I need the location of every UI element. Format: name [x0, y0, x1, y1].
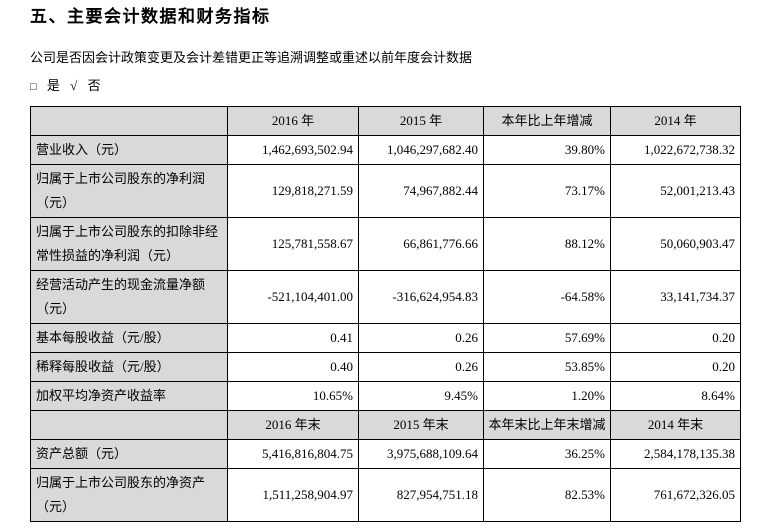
value-change: 82.53%	[483, 468, 611, 522]
value-2014: 761,672,326.05	[610, 468, 741, 522]
value-2014: 8.64%	[610, 381, 741, 411]
row-label: 归属于上市公司股东的净利润（元）	[30, 164, 228, 218]
table-row-operating-cash-flow: 经营活动产生的现金流量净额（元） -521,104,401.00 -316,62…	[30, 270, 741, 324]
header-year-2016: 2016 年	[227, 106, 359, 136]
value-2015: 74,967,882.44	[358, 164, 484, 218]
header-year-2015: 2015 年	[358, 106, 484, 136]
value-change: 36.25%	[483, 439, 611, 469]
row-label: 归属于上市公司股东的净资产（元）	[30, 468, 228, 522]
value-2015: 1,046,297,682.40	[358, 135, 484, 165]
value-change: -64.58%	[483, 270, 611, 324]
option-yes-label: 是	[46, 78, 60, 93]
value-2015: 3,975,688,109.64	[358, 439, 484, 469]
table-row-net-profit: 归属于上市公司股东的净利润（元） 129,818,271.59 74,967,8…	[30, 164, 741, 218]
value-2014: 33,141,734.37	[610, 270, 741, 324]
value-2016: 1,462,693,502.94	[227, 135, 359, 165]
financial-indicators-table: 2016 年 2015 年 本年比上年增减 2014 年 营业收入（元） 1,4…	[30, 106, 741, 522]
value-2014: 52,001,213.43	[610, 164, 741, 218]
value-change: 53.85%	[483, 352, 611, 382]
value-2016: 10.65%	[227, 381, 359, 411]
value-2016: 0.41	[227, 323, 359, 353]
value-2015: -316,624,954.83	[358, 270, 484, 324]
restatement-question: 公司是否因会计政策变更及会计差错更正等追溯调整或重述以前年度会计数据	[30, 50, 473, 65]
value-change: 88.12%	[483, 217, 611, 271]
value-2016: 0.40	[227, 352, 359, 382]
table-row-basic-eps: 基本每股收益（元/股） 0.41 0.26 57.69% 0.20	[30, 323, 741, 353]
table-row-net-assets: 归属于上市公司股东的净资产（元） 1,511,258,904.97 827,95…	[30, 468, 741, 522]
table-row-net-profit-excl-nonrecurring: 归属于上市公司股东的扣除非经常性损益的净利润（元） 125,781,558.67…	[30, 217, 741, 271]
restatement-answer-line: □ 是 √ 否	[30, 78, 748, 95]
header-empty-cell	[30, 410, 228, 440]
value-2014: 0.20	[610, 352, 741, 382]
value-2016: 1,511,258,904.97	[227, 468, 359, 522]
table-row-weighted-avg-roe: 加权平均净资产收益率 10.65% 9.45% 1.20% 8.64%	[30, 381, 741, 411]
value-change: 73.17%	[483, 164, 611, 218]
table-row-revenue: 营业收入（元） 1,462,693,502.94 1,046,297,682.4…	[30, 135, 741, 165]
value-2015: 9.45%	[358, 381, 484, 411]
row-label: 经营活动产生的现金流量净额（元）	[30, 270, 228, 324]
value-2014: 0.20	[610, 323, 741, 353]
section-title: 五、主要会计数据和财务指标	[30, 7, 271, 26]
header-yoy-change: 本年比上年增减	[483, 106, 611, 136]
header-end-yoy-change: 本年末比上年末增减	[483, 410, 611, 440]
period-end-header-row: 2016 年末 2015 年末 本年末比上年末增减 2014 年末	[30, 410, 741, 440]
row-label: 营业收入（元）	[30, 135, 228, 165]
value-2016: 5,416,816,804.75	[227, 439, 359, 469]
value-2015: 827,954,751.18	[358, 468, 484, 522]
value-2014: 2,584,178,135.38	[610, 439, 741, 469]
table-row-diluted-eps: 稀释每股收益（元/股） 0.40 0.26 53.85% 0.20	[30, 352, 741, 382]
value-2014: 1,022,672,738.32	[610, 135, 741, 165]
value-change: 57.69%	[483, 323, 611, 353]
row-label: 资产总额（元）	[30, 439, 228, 469]
value-2016: 125,781,558.67	[227, 217, 359, 271]
row-label: 稀释每股收益（元/股）	[30, 352, 228, 382]
period-header-row: 2016 年 2015 年 本年比上年增减 2014 年	[30, 106, 741, 136]
row-label: 归属于上市公司股东的扣除非经常性损益的净利润（元）	[30, 217, 228, 271]
row-label: 基本每股收益（元/股）	[30, 323, 228, 353]
header-end-2016: 2016 年末	[227, 410, 359, 440]
header-end-2014: 2014 年末	[610, 410, 741, 440]
row-label: 加权平均净资产收益率	[30, 381, 228, 411]
checkbox-unchecked-icon: □	[30, 81, 37, 93]
checkmark-icon: √	[70, 78, 78, 93]
header-end-2015: 2015 年末	[358, 410, 484, 440]
value-2015: 0.26	[358, 323, 484, 353]
value-2016: 129,818,271.59	[227, 164, 359, 218]
header-empty-cell	[30, 106, 228, 136]
option-no-label: 否	[87, 78, 101, 93]
value-2015: 66,861,776.66	[358, 217, 484, 271]
value-2014: 50,060,903.47	[610, 217, 741, 271]
value-2015: 0.26	[358, 352, 484, 382]
value-2016: -521,104,401.00	[227, 270, 359, 324]
value-change: 1.20%	[483, 381, 611, 411]
table-row-total-assets: 资产总额（元） 5,416,816,804.75 3,975,688,109.6…	[30, 439, 741, 469]
header-year-2014: 2014 年	[610, 106, 741, 136]
value-change: 39.80%	[483, 135, 611, 165]
